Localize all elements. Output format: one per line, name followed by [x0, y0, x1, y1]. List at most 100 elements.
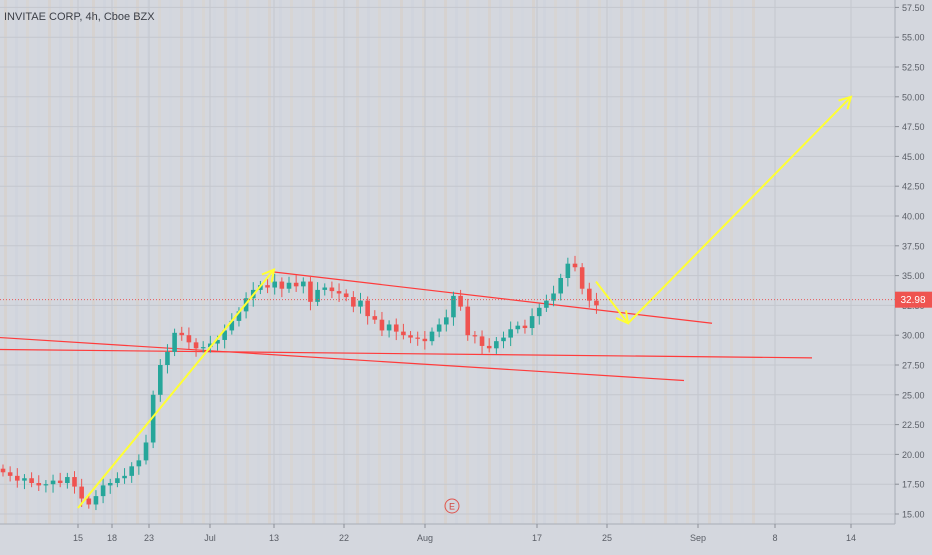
candle-body [587, 288, 592, 301]
candle-body [236, 311, 242, 321]
candle-body [172, 332, 177, 352]
background-stripe [37, 0, 40, 524]
candle-body [458, 295, 463, 307]
arrow-line [627, 96, 852, 324]
background-stripe [620, 0, 623, 524]
candle-body [93, 496, 99, 505]
background-stripe [378, 0, 381, 524]
background-stripe [301, 0, 304, 524]
background-stripe [675, 0, 678, 524]
trend-lines [0, 271, 813, 382]
candle-body [308, 281, 313, 302]
candles [0, 255, 599, 511]
background-stripe [268, 0, 271, 524]
vertical-stripes [4, 0, 755, 524]
candle-body [472, 335, 478, 337]
candle-body [200, 347, 206, 349]
candle-body [107, 483, 113, 486]
candle-body [229, 320, 235, 331]
candle-body [544, 300, 549, 308]
time-tick-label: 18 [107, 533, 117, 543]
candle-body [401, 331, 406, 336]
candle-body [372, 316, 378, 320]
candle-body [208, 343, 213, 348]
candle-body [572, 263, 578, 268]
candle-body [415, 337, 420, 339]
candle-body [286, 282, 292, 289]
candle-body [451, 295, 456, 318]
candle-body [0, 468, 6, 473]
background-stripe [180, 0, 183, 524]
candle-body [7, 472, 13, 476]
candle-body [179, 332, 185, 336]
background-stripe [466, 0, 469, 524]
candle-body [444, 317, 449, 325]
background-stripe [477, 0, 480, 524]
background-stripe [125, 0, 128, 524]
background-stripe [488, 0, 491, 524]
candle-body [129, 466, 134, 476]
background-stripe [444, 0, 447, 524]
candle-body [594, 300, 599, 306]
candle-body [515, 325, 521, 330]
candle-body [365, 300, 370, 317]
earnings-marker[interactable]: E [444, 498, 460, 514]
candle-body [301, 281, 306, 287]
price-tick-label: 27.50 [902, 361, 925, 371]
candle-body [508, 329, 513, 338]
chart-title: INVITAE CORP, 4h, Cboe BZX [4, 11, 155, 23]
price-tick-label: 35.00 [902, 271, 925, 281]
background-stripe [510, 0, 513, 524]
arrow-line [595, 280, 629, 324]
candle-body [36, 483, 42, 486]
candle-body [479, 336, 485, 346]
background-stripe [411, 0, 414, 524]
time-tick-label: Aug [417, 533, 433, 543]
candle-body [486, 345, 492, 349]
candle-body [386, 324, 392, 331]
candle-body [136, 460, 142, 467]
plot-background [0, 0, 895, 524]
background-stripe [455, 0, 458, 524]
earnings-label: E [449, 502, 455, 512]
price-tick-label: 25.00 [902, 390, 925, 400]
price-tick-label: 17.50 [902, 480, 925, 490]
candle-body [393, 324, 399, 332]
candle-body [565, 263, 571, 278]
candle-body [579, 267, 585, 289]
trend-line [0, 336, 685, 382]
candle-body [429, 331, 435, 342]
background-stripe [565, 0, 568, 524]
candle-body [215, 339, 220, 344]
candle-body [150, 394, 156, 443]
background-stripe [664, 0, 667, 524]
background-stripe [752, 0, 755, 524]
candle-body [351, 297, 356, 307]
background-stripe [224, 0, 227, 524]
candle-body [551, 293, 556, 301]
candle-body [322, 287, 328, 290]
background-stripe [59, 0, 62, 524]
background-stripe [422, 0, 425, 524]
background-stripe [367, 0, 370, 524]
time-axis-ticks: 15 18 23 Jul 13 22 Aug 17 25 Sep 8 14 [73, 524, 856, 543]
background-stripe [543, 0, 546, 524]
candle-body [265, 285, 270, 288]
arrow-head [261, 268, 276, 283]
background-stripe [400, 0, 403, 524]
background-stripe [609, 0, 612, 524]
earnings-circle[interactable] [444, 498, 460, 514]
last-price-label: 32.98 [900, 295, 925, 306]
background-stripe [532, 0, 535, 524]
background-stripe [631, 0, 634, 524]
time-tick-label: 14 [846, 533, 856, 543]
candle-body [43, 484, 49, 486]
candle-body [293, 282, 299, 287]
background-stripe [598, 0, 601, 524]
background-stripe [103, 0, 106, 524]
background-stripe [4, 0, 7, 524]
grid-lines [0, 0, 895, 524]
arrow-head [838, 95, 853, 110]
candle-body [379, 319, 385, 331]
background-stripe [554, 0, 557, 524]
